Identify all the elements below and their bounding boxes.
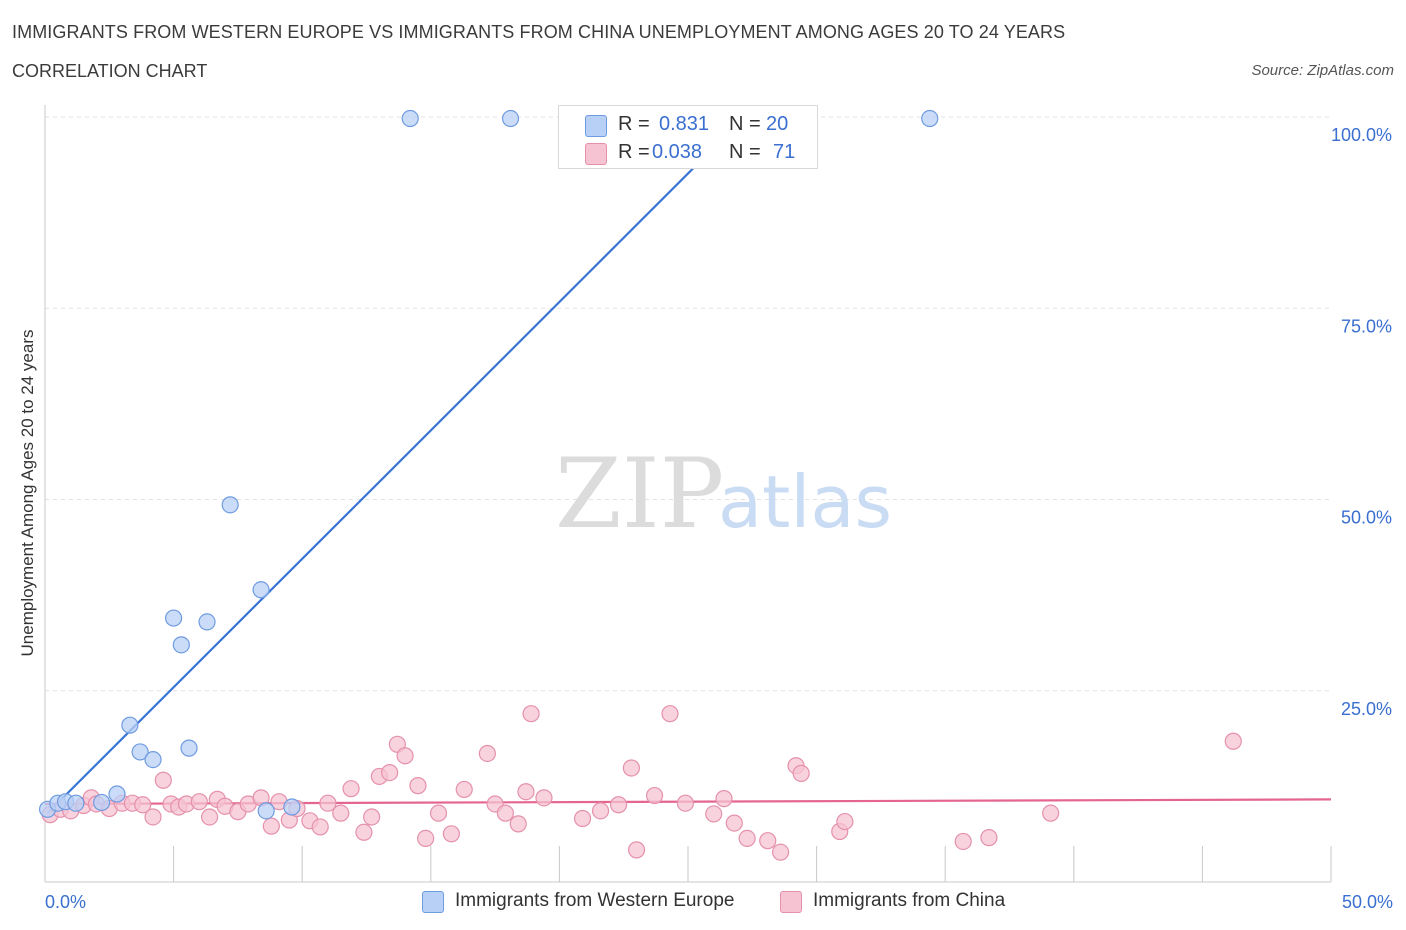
point-china: [535, 789, 553, 807]
point-china: [417, 829, 435, 847]
watermark-zip: ZIP: [555, 438, 724, 550]
legend-swatch-blue: [585, 115, 607, 137]
r-value: 0.038: [652, 141, 703, 163]
point-china: [980, 829, 998, 847]
point-china: [363, 808, 381, 826]
y-tick-label: 100.0%: [1331, 125, 1392, 145]
point-western-europe: [67, 794, 85, 812]
x-tick-label: 50.0%: [1342, 892, 1393, 912]
point-china: [573, 809, 592, 828]
point-china: [715, 790, 733, 808]
point-china: [759, 832, 777, 850]
point-china: [496, 804, 514, 822]
point-western-europe: [283, 798, 301, 816]
point-china: [622, 759, 641, 777]
point-western-europe: [165, 609, 183, 627]
legend-swatch-blue: [422, 891, 444, 913]
point-china: [144, 808, 162, 826]
point-china: [381, 764, 399, 782]
point-china: [591, 802, 610, 820]
point-china: [836, 812, 854, 831]
point-china: [355, 823, 373, 841]
point-western-europe: [198, 613, 216, 631]
point-china: [332, 804, 350, 822]
point-china: [262, 817, 280, 835]
point-western-europe: [131, 743, 149, 761]
point-china: [738, 829, 756, 847]
r-label: R =: [618, 113, 650, 135]
zipatlas-watermark: ZIP atlas: [555, 438, 892, 550]
y-tick-label: 75.0%: [1341, 316, 1392, 336]
point-china: [154, 771, 172, 789]
n-value: 71: [773, 141, 796, 163]
trend-line-western-europe: [46, 116, 746, 814]
point-china: [478, 744, 496, 763]
point-western-europe: [92, 793, 111, 812]
point-china: [725, 814, 743, 832]
point-china: [645, 786, 664, 805]
y-axis-label: Unemployment Among Ages 20 to 24 years: [18, 329, 37, 657]
chart-title: IMMIGRANTS FROM WESTERN EUROPE VS IMMIGR…: [12, 22, 1066, 42]
point-china: [609, 796, 628, 814]
tick-labels: 25.0% 50.0% 75.0% 100.0% 0.0% 50.0%: [45, 125, 1393, 912]
point-western-europe: [252, 581, 270, 599]
legend-label: Immigrants from China: [813, 890, 1006, 911]
point-china: [190, 793, 208, 811]
grid-lines: [45, 116, 1331, 692]
point-western-europe: [501, 109, 520, 128]
n-value: 20: [766, 113, 789, 135]
legend-swatch-pink: [585, 143, 607, 165]
legend-label: Immigrants from Western Europe: [455, 890, 735, 911]
point-china: [342, 780, 360, 798]
point-western-europe: [121, 716, 139, 734]
y-tick-label: 50.0%: [1341, 508, 1392, 528]
point-western-europe: [921, 109, 939, 128]
point-china: [676, 794, 695, 812]
point-china: [954, 832, 972, 851]
point-china: [429, 804, 448, 822]
n-label: N =: [729, 141, 761, 163]
point-western-europe: [257, 802, 275, 820]
axes: [44, 105, 1332, 883]
legend-swatch-pink: [780, 891, 802, 913]
source-credit: Source: ZipAtlas.com: [1251, 62, 1394, 79]
y-tick-label: 25.0%: [1341, 699, 1392, 719]
point-western-europe: [180, 739, 198, 757]
point-china: [705, 805, 723, 823]
point-china: [522, 705, 540, 723]
r-value: 0.831: [659, 113, 710, 135]
point-china: [1224, 732, 1242, 750]
point-china: [442, 825, 460, 843]
point-china: [311, 818, 329, 836]
data-points: [38, 109, 1242, 861]
point-western-europe: [221, 496, 239, 514]
chart-subtitle: CORRELATION CHART: [12, 61, 208, 81]
point-china: [509, 815, 527, 833]
point-china: [134, 796, 152, 814]
point-china: [1042, 804, 1060, 822]
point-western-europe: [401, 109, 419, 128]
point-china: [455, 780, 473, 799]
r-label: R =: [618, 141, 650, 163]
point-western-europe: [144, 750, 162, 769]
point-western-europe: [172, 636, 190, 654]
n-label: N =: [729, 113, 761, 135]
point-china: [396, 747, 414, 765]
point-china: [661, 705, 679, 723]
point-china: [517, 783, 535, 801]
watermark-atlas: atlas: [718, 460, 892, 544]
correlation-legend: R = 0.831 N = 20 R = 0.038 N = 71: [558, 105, 818, 169]
point-china: [627, 841, 646, 859]
point-china: [201, 808, 219, 826]
point-china: [771, 843, 790, 861]
point-china: [409, 777, 427, 795]
point-china: [319, 794, 337, 812]
x-tick-label: 0.0%: [45, 892, 86, 912]
point-western-europe: [108, 785, 126, 803]
point-china: [792, 764, 810, 782]
